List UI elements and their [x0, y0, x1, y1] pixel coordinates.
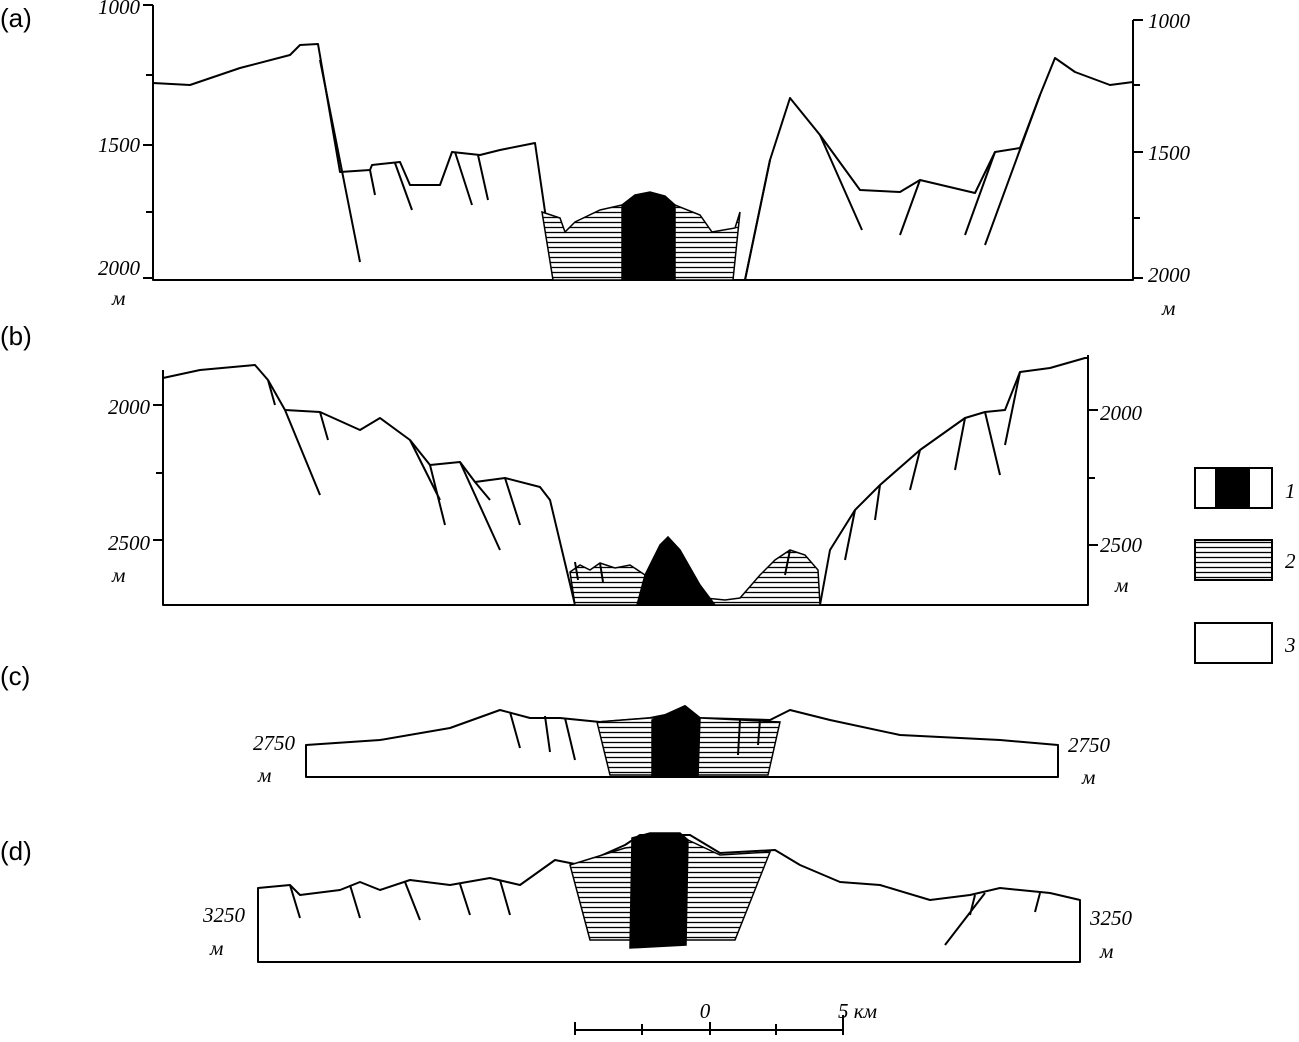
scale-label: 0 — [700, 999, 711, 1023]
axis-label: 2750 — [1068, 733, 1111, 757]
axis-unit: м — [209, 936, 223, 960]
axis-label: 2500 — [1100, 533, 1143, 557]
axis-label: 2000 — [1100, 401, 1143, 425]
axis-label: 1000 — [1148, 9, 1191, 33]
scale-label: 5 км — [838, 999, 877, 1023]
profile-d — [257, 832, 1081, 963]
axis-label: 1000 — [98, 0, 141, 19]
panel-label: (b) — [0, 321, 32, 351]
legend-label: 3 — [1284, 633, 1296, 657]
scale-bar — [574, 1015, 844, 1035]
axis-unit: м — [257, 763, 271, 787]
axis-label: 3250 — [1089, 906, 1133, 930]
axis-label: 2750 — [253, 731, 296, 755]
axis-label: 3250 — [202, 903, 246, 927]
profile-a — [143, 4, 1143, 281]
panel-label: (d) — [0, 836, 32, 866]
axis-unit: м — [111, 286, 125, 310]
panel-label: (c) — [0, 661, 30, 691]
axis-unit: м — [1161, 296, 1175, 320]
axis-label: 2500 — [108, 531, 151, 555]
legend — [1194, 467, 1273, 664]
panel-label: (a) — [0, 3, 32, 33]
legend-label: 1 — [1285, 479, 1296, 503]
axis-label: 2000 — [1148, 263, 1191, 287]
axis-unit: м — [1081, 765, 1095, 789]
axis-unit: м — [111, 563, 125, 587]
axis-unit: м — [1114, 573, 1128, 597]
legend-label: 2 — [1285, 549, 1296, 573]
profile-b — [153, 355, 1098, 606]
axis-label: 1500 — [98, 133, 141, 157]
axis-unit: м — [1099, 939, 1113, 963]
axis-label: 2000 — [108, 395, 151, 419]
profile-c — [305, 705, 1059, 778]
axis-label: 2000 — [98, 256, 141, 280]
axis-label: 1500 — [1148, 141, 1191, 165]
